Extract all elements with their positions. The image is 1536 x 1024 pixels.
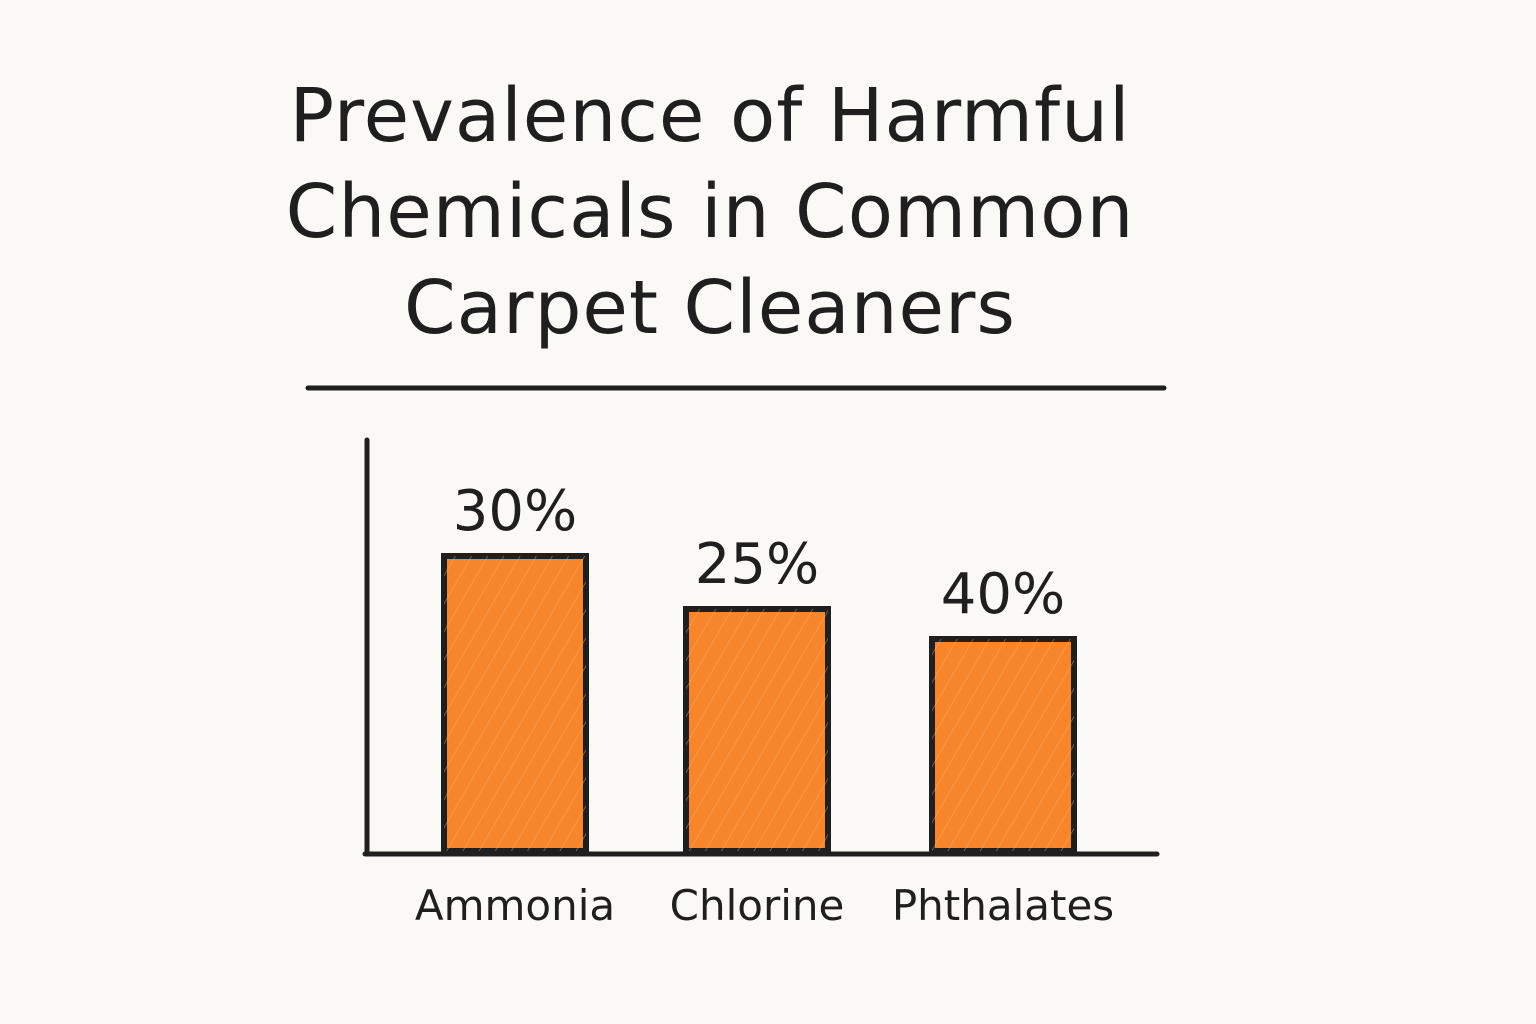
bar-phthalates-texture xyxy=(932,639,1074,851)
bar-ammonia-texture xyxy=(444,556,586,851)
chart-title: Prevalence of Harmful Chemicals in Commo… xyxy=(285,73,1135,351)
value-label-phthalates: 40% xyxy=(941,562,1065,627)
category-label-chlorine: Chlorine xyxy=(670,881,845,930)
value-label-ammonia: 30% xyxy=(453,479,577,544)
category-label-ammonia: Ammonia xyxy=(415,881,615,930)
value-label-chlorine: 25% xyxy=(695,532,819,597)
bar-phthalates xyxy=(929,636,1077,854)
bar-ammonia xyxy=(441,553,589,854)
bar-chlorine-texture xyxy=(686,609,828,851)
bar-chlorine xyxy=(683,606,831,854)
category-label-phthalates: Phthalates xyxy=(892,881,1114,930)
